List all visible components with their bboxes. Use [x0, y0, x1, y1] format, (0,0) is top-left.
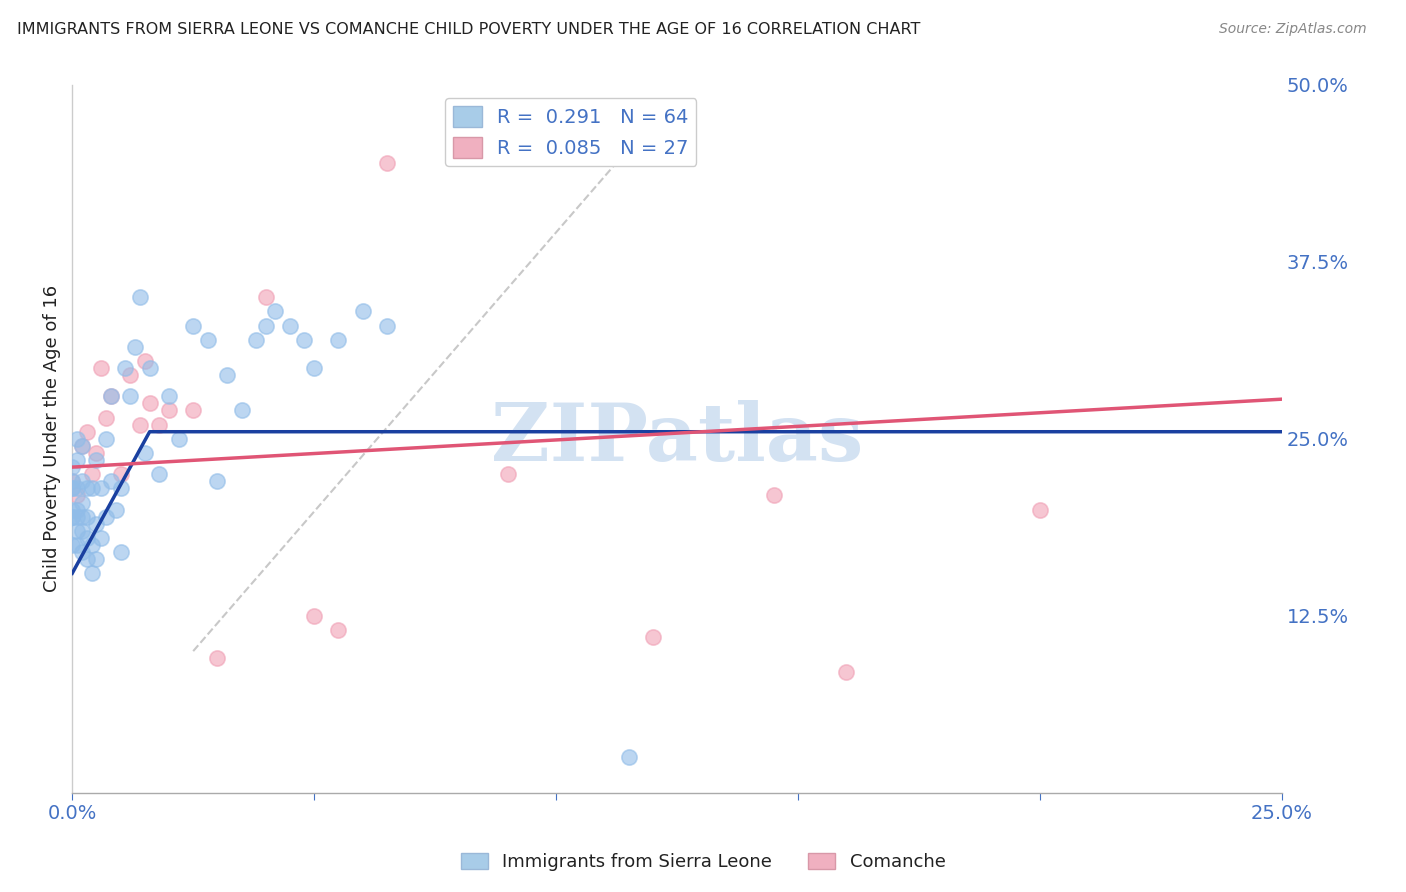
Point — [617, 750, 640, 764]
Point — [104, 502, 127, 516]
Point — [197, 333, 219, 347]
Point — [70, 439, 93, 453]
Point — [124, 340, 146, 354]
Point — [90, 481, 112, 495]
Point — [496, 467, 519, 482]
Point — [86, 453, 108, 467]
Point — [76, 552, 98, 566]
Point — [835, 665, 858, 680]
Point — [70, 495, 93, 509]
Point — [254, 318, 277, 333]
Point — [207, 651, 229, 665]
Point — [231, 403, 253, 417]
Point — [254, 290, 277, 304]
Legend: Immigrants from Sierra Leone, Comanche: Immigrants from Sierra Leone, Comanche — [453, 846, 953, 879]
Point — [60, 460, 83, 475]
Point — [90, 361, 112, 376]
Point — [90, 531, 112, 545]
Point — [60, 481, 83, 495]
Point — [60, 538, 83, 552]
Point — [80, 538, 103, 552]
Point — [76, 481, 98, 495]
Point — [302, 608, 325, 623]
Point — [76, 531, 98, 545]
Point — [148, 467, 170, 482]
Point — [352, 304, 374, 318]
Point — [138, 396, 160, 410]
Point — [60, 475, 83, 489]
Point — [110, 467, 132, 482]
Point — [148, 417, 170, 432]
Point — [66, 538, 89, 552]
Point — [94, 410, 117, 425]
Point — [100, 389, 122, 403]
Point — [157, 403, 180, 417]
Point — [157, 389, 180, 403]
Text: Source: ZipAtlas.com: Source: ZipAtlas.com — [1219, 22, 1367, 37]
Point — [100, 475, 122, 489]
Point — [100, 389, 122, 403]
Point — [70, 439, 93, 453]
Y-axis label: Child Poverty Under the Age of 16: Child Poverty Under the Age of 16 — [44, 285, 60, 592]
Point — [70, 524, 93, 538]
Point — [375, 156, 398, 170]
Text: ZIPatlas: ZIPatlas — [491, 400, 863, 478]
Text: IMMIGRANTS FROM SIERRA LEONE VS COMANCHE CHILD POVERTY UNDER THE AGE OF 16 CORRE: IMMIGRANTS FROM SIERRA LEONE VS COMANCHE… — [17, 22, 921, 37]
Point — [70, 545, 93, 559]
Point — [76, 425, 98, 439]
Point — [278, 318, 301, 333]
Legend: R =  0.291   N = 64, R =  0.085   N = 27: R = 0.291 N = 64, R = 0.085 N = 27 — [444, 98, 696, 166]
Point — [60, 509, 83, 524]
Point — [1029, 502, 1052, 516]
Point — [80, 481, 103, 495]
Point — [80, 566, 103, 581]
Point — [110, 545, 132, 559]
Point — [245, 333, 267, 347]
Point — [328, 623, 350, 637]
Point — [66, 488, 89, 502]
Point — [129, 417, 152, 432]
Point — [114, 361, 136, 376]
Point — [641, 630, 664, 644]
Point — [80, 467, 103, 482]
Point — [70, 475, 93, 489]
Point — [762, 488, 785, 502]
Point — [66, 509, 89, 524]
Point — [60, 475, 83, 489]
Point — [76, 509, 98, 524]
Point — [294, 333, 316, 347]
Point — [134, 446, 156, 460]
Point — [86, 552, 108, 566]
Point — [120, 389, 142, 403]
Point — [181, 318, 204, 333]
Point — [70, 509, 93, 524]
Point — [167, 432, 190, 446]
Point — [66, 524, 89, 538]
Point — [129, 290, 152, 304]
Point — [138, 361, 160, 376]
Point — [60, 509, 83, 524]
Point — [66, 481, 89, 495]
Point — [94, 432, 117, 446]
Point — [86, 446, 108, 460]
Point — [215, 368, 238, 383]
Point — [60, 481, 83, 495]
Point — [66, 432, 89, 446]
Point — [94, 509, 117, 524]
Point — [60, 502, 83, 516]
Point — [328, 333, 350, 347]
Point — [134, 354, 156, 368]
Point — [110, 481, 132, 495]
Point — [66, 502, 89, 516]
Point — [375, 318, 398, 333]
Point — [66, 453, 89, 467]
Point — [302, 361, 325, 376]
Point — [207, 475, 229, 489]
Point — [120, 368, 142, 383]
Point — [264, 304, 287, 318]
Point — [181, 403, 204, 417]
Point — [86, 516, 108, 531]
